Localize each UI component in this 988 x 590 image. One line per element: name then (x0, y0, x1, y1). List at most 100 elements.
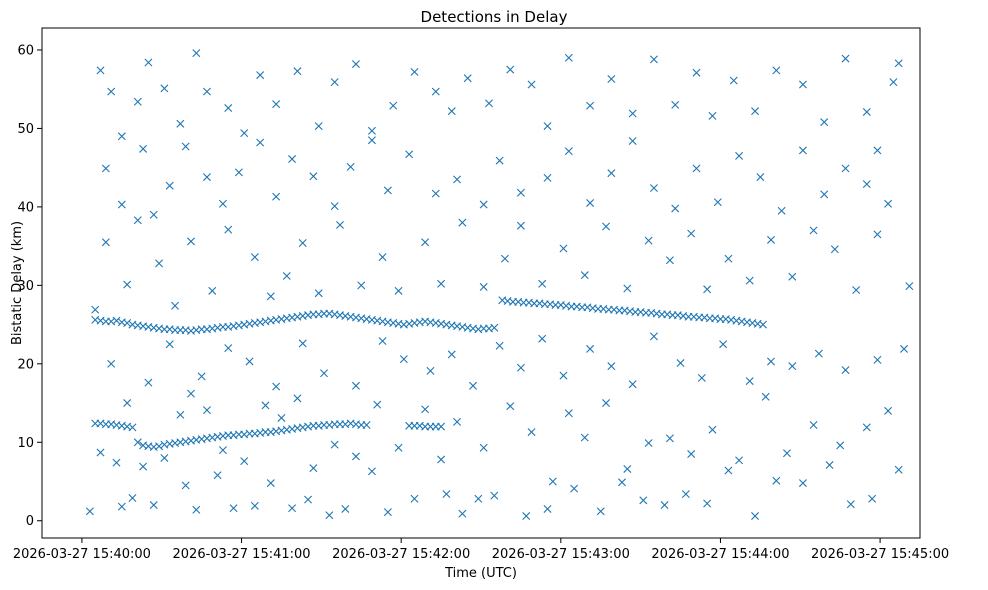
data-point (202, 87, 211, 96)
data-point (772, 66, 781, 75)
data-point (447, 107, 456, 116)
data-point (426, 366, 435, 375)
data-point (782, 449, 791, 458)
data-point (506, 65, 515, 74)
data-point (160, 84, 169, 93)
data-point (484, 99, 493, 108)
data-point (516, 188, 525, 197)
data-point (719, 340, 728, 349)
data-point (240, 129, 249, 138)
data-point (639, 496, 648, 505)
data-point (208, 286, 217, 295)
data-point (330, 202, 339, 211)
data-point (107, 87, 116, 96)
data-point (884, 406, 893, 415)
data-point (224, 225, 233, 234)
data-point (266, 292, 275, 301)
x-axis: 2026-03-27 15:40:00 2026-03-27 15:41:00 20… (13, 538, 949, 562)
data-point (293, 67, 302, 76)
data-point (272, 382, 281, 391)
data-point (798, 479, 807, 488)
data-point (516, 221, 525, 230)
data-point (112, 458, 121, 467)
data-point (298, 339, 307, 348)
data-point (735, 151, 744, 160)
data-point (841, 164, 850, 173)
data-point (144, 378, 153, 387)
data-point (586, 101, 595, 110)
data-point (335, 220, 344, 229)
data-point (846, 500, 855, 509)
data-point (580, 433, 589, 442)
y-axis: 0 10 20 30 40 50 60 (17, 43, 42, 529)
data-point (176, 119, 185, 128)
data-point (788, 272, 797, 281)
data-point (245, 357, 254, 366)
data-point (644, 236, 653, 245)
data-points (85, 49, 914, 521)
data-point (187, 237, 195, 246)
data-point (85, 507, 94, 516)
data-point (410, 67, 419, 76)
data-point (900, 344, 909, 353)
data-point (139, 144, 148, 153)
data-point (128, 423, 137, 432)
data-point (410, 494, 419, 503)
data-point (357, 281, 366, 290)
data-point (320, 369, 329, 378)
data-point (649, 55, 658, 64)
data-point (123, 399, 132, 408)
data-point (820, 190, 829, 199)
data-point (894, 59, 903, 68)
data-point (724, 466, 733, 475)
data-point (644, 439, 653, 448)
data-point (218, 199, 227, 208)
data-point (351, 452, 360, 461)
data-point (128, 493, 137, 502)
data-point (841, 366, 850, 375)
data-point (117, 502, 126, 511)
data-point (234, 168, 243, 177)
data-point (687, 229, 696, 238)
data-point (341, 504, 350, 513)
data-point (788, 362, 797, 371)
data-point (181, 481, 190, 490)
data-point (330, 440, 339, 449)
data-point (421, 238, 430, 247)
data-point (772, 476, 781, 485)
data-point (862, 423, 871, 432)
data-point (431, 189, 440, 198)
data-point (256, 71, 265, 80)
data-point (873, 146, 882, 155)
data-point (538, 279, 547, 288)
data-point (474, 494, 483, 503)
data-point (692, 164, 701, 173)
data-point (394, 443, 403, 452)
data-point (607, 75, 616, 83)
data-point (282, 271, 291, 280)
data-point (266, 479, 275, 488)
data-point (761, 392, 770, 401)
data-point (479, 282, 488, 291)
data-point (905, 282, 914, 291)
data-point (330, 78, 339, 87)
data-point (149, 501, 158, 510)
data-point (580, 271, 589, 280)
data-point (500, 254, 509, 263)
data-point (538, 334, 547, 343)
data-point (453, 175, 462, 184)
plot-frame (41, 27, 921, 539)
data-point (495, 341, 504, 350)
data-point (229, 504, 238, 513)
data-point (176, 410, 185, 419)
data-point (596, 507, 605, 516)
data-point (798, 80, 807, 89)
data-point (123, 319, 132, 328)
data-point (852, 286, 861, 295)
data-point (628, 380, 637, 389)
data-point (373, 400, 382, 409)
data-point (527, 80, 536, 89)
data-point (522, 512, 531, 521)
data-point (405, 150, 414, 159)
data-point (351, 381, 360, 390)
